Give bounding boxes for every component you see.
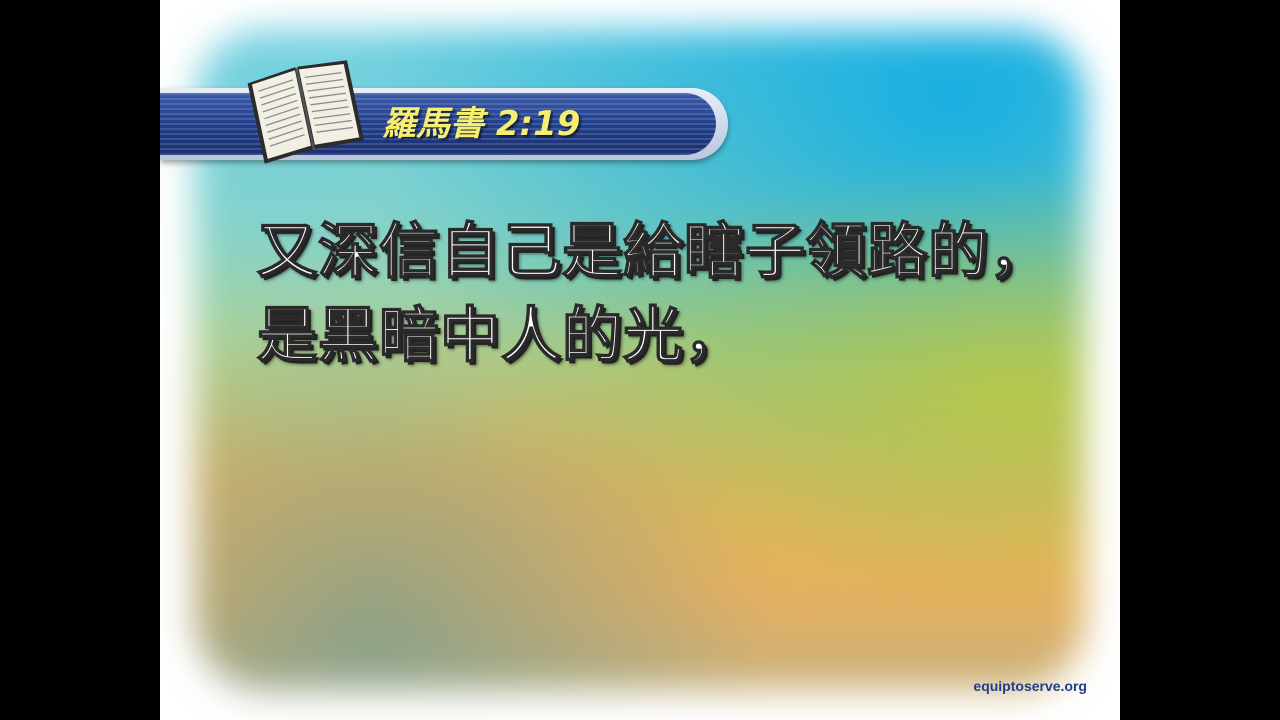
website-watermark: equiptoserve.org [973,678,1087,694]
verse-text: 又深信自己是給瞎子領路的，是黑暗中人的光， [256,216,1050,372]
scripture-reference: 羅馬書 2:19 [382,104,581,144]
reference-banner-inner: 羅馬書 2:19 [160,93,716,155]
slide: 羅馬書 2:19 [160,0,1120,720]
open-bible-icon [247,60,365,164]
reference-banner: 羅馬書 2:19 [160,88,728,160]
